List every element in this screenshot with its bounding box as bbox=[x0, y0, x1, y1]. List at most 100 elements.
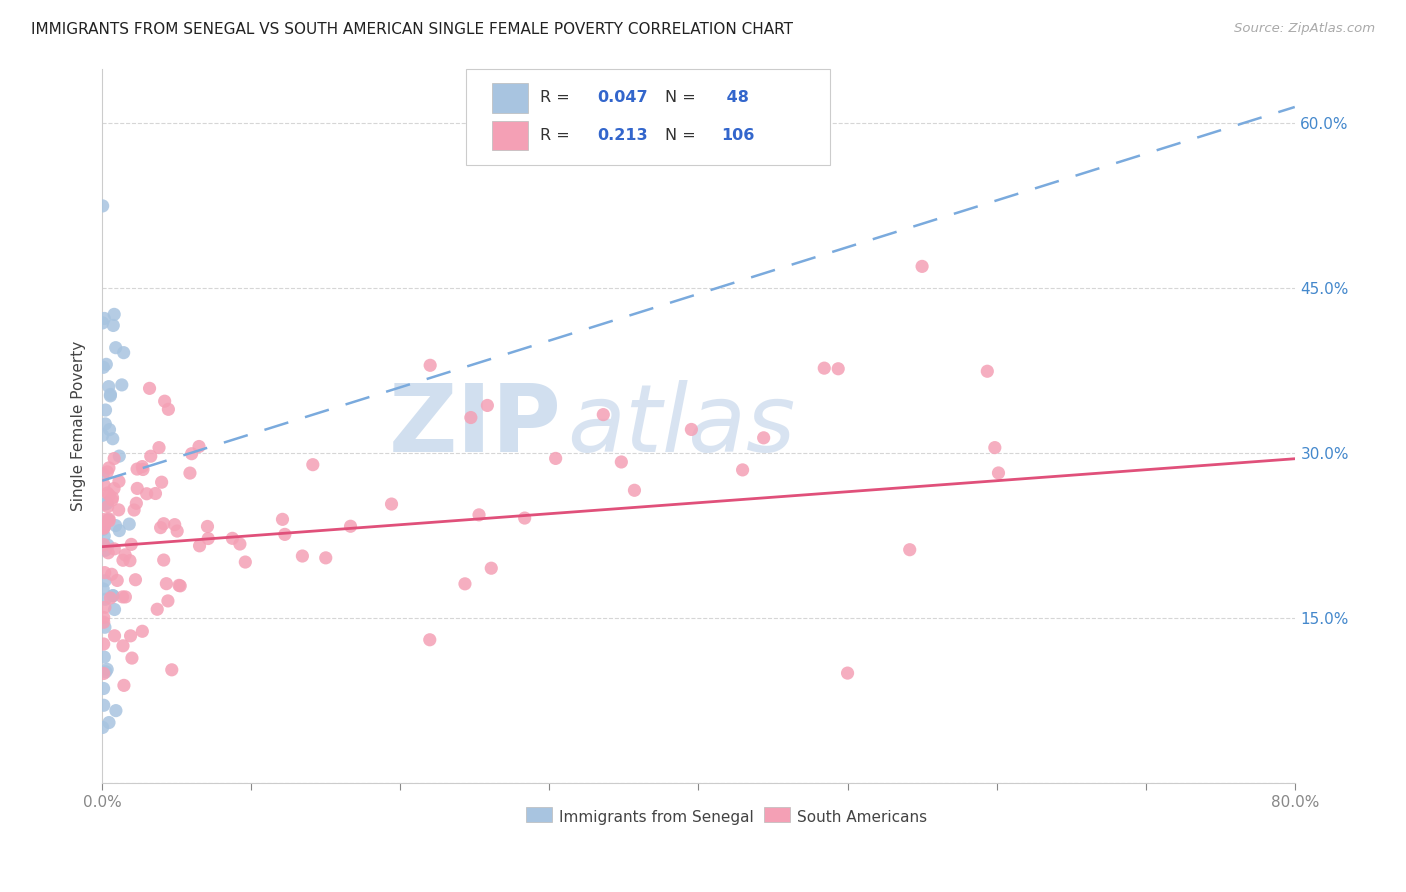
Point bbox=[291, 549, 314, 563]
Text: 106: 106 bbox=[721, 128, 755, 143]
Point bbox=[94, 403, 117, 417]
Text: N =: N = bbox=[665, 90, 702, 105]
Point bbox=[96, 496, 118, 510]
Point bbox=[101, 491, 124, 505]
Point bbox=[315, 550, 337, 565]
Point bbox=[592, 408, 614, 422]
Text: 0.047: 0.047 bbox=[598, 90, 648, 105]
Point bbox=[103, 307, 125, 321]
Point bbox=[103, 541, 125, 556]
Point bbox=[104, 341, 127, 355]
Point bbox=[111, 377, 134, 392]
Point bbox=[233, 555, 256, 569]
Point bbox=[827, 361, 849, 376]
Point bbox=[454, 577, 477, 591]
Point bbox=[837, 666, 859, 681]
Point bbox=[623, 483, 645, 498]
Point bbox=[221, 532, 243, 546]
Point bbox=[301, 458, 323, 472]
Point bbox=[108, 524, 131, 538]
Text: ZIP: ZIP bbox=[388, 380, 561, 472]
Point bbox=[166, 524, 188, 538]
Point bbox=[94, 592, 117, 607]
Point bbox=[94, 543, 117, 558]
Point bbox=[121, 651, 143, 665]
Point bbox=[127, 462, 149, 476]
Point bbox=[97, 538, 120, 552]
Point bbox=[101, 493, 124, 508]
Point bbox=[108, 449, 131, 463]
Point bbox=[120, 537, 142, 551]
Point bbox=[101, 589, 124, 603]
Point bbox=[610, 455, 633, 469]
Point bbox=[114, 590, 136, 604]
Point bbox=[100, 567, 122, 582]
Point bbox=[103, 482, 125, 496]
Point bbox=[271, 512, 294, 526]
Point bbox=[274, 527, 297, 541]
Point bbox=[96, 662, 118, 676]
Point bbox=[93, 512, 115, 526]
Point bbox=[91, 582, 114, 596]
Point bbox=[108, 475, 131, 489]
Point bbox=[94, 620, 117, 634]
Point bbox=[157, 402, 180, 417]
Point bbox=[100, 387, 122, 401]
Point bbox=[97, 513, 120, 527]
Point bbox=[145, 486, 167, 500]
Point bbox=[98, 514, 121, 528]
Point bbox=[156, 594, 179, 608]
Point bbox=[93, 521, 115, 535]
Point bbox=[93, 311, 115, 326]
Point bbox=[898, 542, 921, 557]
Point bbox=[97, 546, 120, 560]
Point bbox=[419, 632, 441, 647]
Text: 48: 48 bbox=[721, 90, 749, 105]
Point bbox=[94, 417, 117, 431]
Point bbox=[93, 497, 115, 511]
Point bbox=[229, 537, 252, 551]
Point bbox=[91, 467, 114, 481]
Point bbox=[93, 650, 115, 665]
Point bbox=[188, 440, 211, 454]
Point bbox=[107, 503, 129, 517]
Point bbox=[93, 637, 115, 651]
Text: R =: R = bbox=[540, 90, 575, 105]
Point bbox=[197, 532, 219, 546]
Point bbox=[93, 615, 115, 630]
Text: N =: N = bbox=[665, 128, 702, 143]
Point bbox=[98, 389, 121, 403]
Text: atlas: atlas bbox=[567, 380, 796, 471]
Point bbox=[380, 497, 402, 511]
Point bbox=[94, 497, 117, 511]
Point bbox=[111, 553, 134, 567]
Point bbox=[544, 451, 567, 466]
Point bbox=[93, 566, 115, 580]
Text: IMMIGRANTS FROM SENEGAL VS SOUTH AMERICAN SINGLE FEMALE POVERTY CORRELATION CHAR: IMMIGRANTS FROM SENEGAL VS SOUTH AMERICA… bbox=[31, 22, 793, 37]
Point bbox=[752, 431, 775, 445]
Point bbox=[114, 548, 136, 562]
Point bbox=[91, 523, 114, 537]
Point bbox=[152, 553, 174, 567]
Text: South Americans: South Americans bbox=[797, 810, 928, 825]
Point bbox=[96, 486, 118, 500]
Point bbox=[976, 364, 998, 378]
Point bbox=[987, 466, 1010, 480]
Point bbox=[188, 539, 211, 553]
Point bbox=[124, 573, 146, 587]
Point bbox=[98, 512, 121, 526]
Point bbox=[93, 360, 115, 375]
Point bbox=[93, 698, 115, 713]
Point bbox=[152, 516, 174, 531]
Point bbox=[101, 432, 124, 446]
Point bbox=[94, 543, 117, 558]
Point bbox=[419, 359, 441, 373]
Point bbox=[146, 602, 169, 616]
Point bbox=[169, 579, 191, 593]
Text: Immigrants from Senegal: Immigrants from Senegal bbox=[560, 810, 754, 825]
Point bbox=[120, 629, 142, 643]
Point bbox=[513, 511, 536, 525]
Point bbox=[104, 704, 127, 718]
Y-axis label: Single Female Poverty: Single Female Poverty bbox=[72, 341, 86, 511]
Text: R =: R = bbox=[540, 128, 575, 143]
